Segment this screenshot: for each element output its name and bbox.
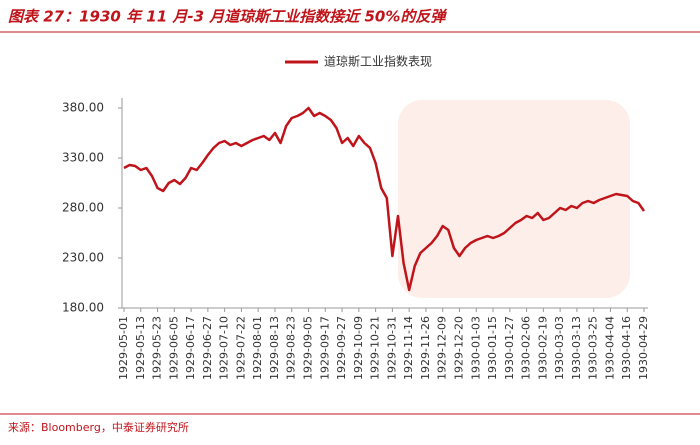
x-tick-label: 1930-01-27	[503, 316, 516, 380]
y-tick-label: 380.00	[62, 101, 104, 115]
x-tick-label: 1930-02-19	[536, 316, 549, 380]
x-tick-label: 1930-04-29	[637, 316, 650, 380]
y-tick-label: 180.00	[62, 301, 104, 315]
x-tick-label: 1929-07-10	[218, 316, 231, 380]
x-tick-label: 1929-08-23	[285, 316, 298, 380]
x-tick-label: 1929-12-20	[452, 316, 465, 380]
x-tick-label: 1929-07-22	[234, 316, 247, 380]
legend-label: 道琼斯工业指数表现	[324, 54, 432, 69]
x-tick-label: 1929-06-17	[184, 316, 197, 380]
x-tick-label: 1930-04-04	[603, 316, 616, 380]
x-tick-label: 1929-08-13	[268, 316, 281, 380]
x-tick-label: 1930-02-06	[520, 316, 533, 380]
x-tick-label: 1929-05-01	[117, 316, 130, 380]
x-tick-label: 1929-09-27	[335, 316, 348, 380]
x-tick-label: 1929-11-26	[419, 316, 432, 380]
x-tick-label: 1929-10-09	[352, 316, 365, 380]
x-tick-label: 1930-01-03	[469, 316, 482, 380]
chart-title: 图表 27：1930 年 11 月-3 月道琼斯工业指数接近 50%的反弹	[8, 8, 447, 26]
highlight-region	[398, 100, 630, 298]
x-tick-label: 1929-08-01	[251, 316, 264, 380]
x-tick-label: 1929-06-05	[167, 316, 180, 380]
x-tick-label: 1929-10-31	[385, 316, 398, 380]
x-tick-label: 1929-06-27	[201, 316, 214, 380]
x-tick-label: 1930-01-15	[486, 316, 499, 380]
x-tick-label: 1929-12-09	[436, 316, 449, 380]
series-line	[123, 106, 646, 292]
source: 来源：Bloomberg，中泰证券研究所	[8, 420, 189, 434]
x-tick-label: 1929-09-05	[302, 316, 315, 380]
x-tick-label: 1930-03-13	[570, 316, 583, 380]
x-tick-label: 1930-03-25	[587, 316, 600, 380]
x-tick-label: 1929-11-14	[402, 316, 415, 380]
y-tick-label: 330.00	[62, 151, 104, 165]
y-tick-label: 230.00	[62, 251, 104, 265]
x-tick-label: 1929-05-13	[134, 316, 147, 380]
x-tick-label: 1929-09-17	[318, 316, 331, 380]
x-tick-label: 1930-04-16	[620, 316, 633, 380]
x-tick-label: 1930-03-03	[553, 316, 566, 380]
y-tick-label: 280.00	[62, 201, 104, 215]
x-tick-label: 1929-10-21	[369, 316, 382, 380]
x-tick-label: 1929-05-23	[151, 316, 164, 380]
